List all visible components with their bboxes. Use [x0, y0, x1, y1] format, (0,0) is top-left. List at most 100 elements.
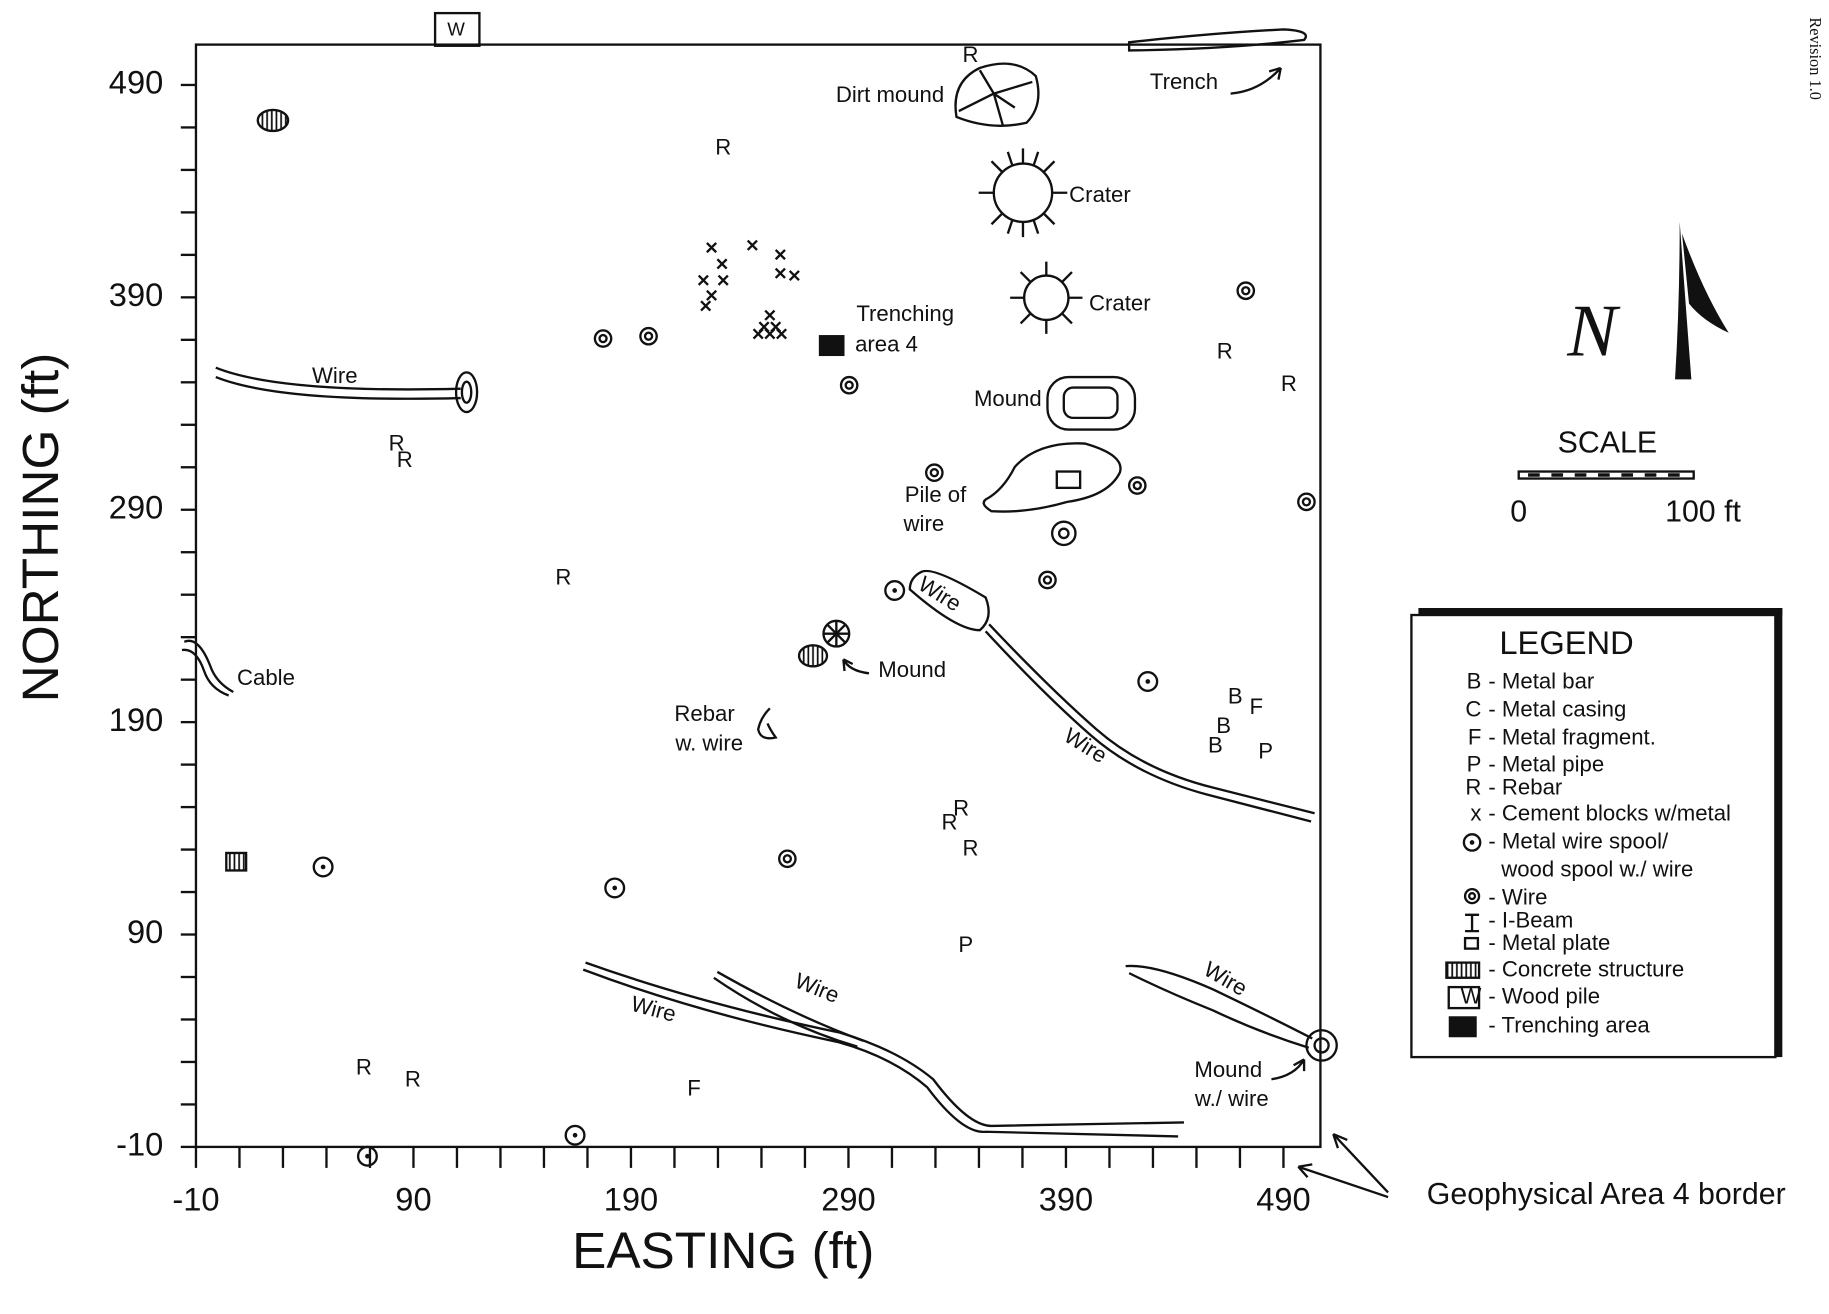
wire-symbols [593, 281, 1316, 869]
arrow [1271, 1058, 1306, 1081]
annotation: Wire [1060, 723, 1112, 768]
trenching-area [818, 335, 845, 357]
y-tick-label: 190 [109, 701, 163, 738]
y-tick-label: -10 [116, 1126, 163, 1163]
map-symbol: R [397, 447, 413, 472]
legend-text: - Metal plate [1488, 930, 1610, 955]
x-tick-label: 490 [1256, 1180, 1311, 1217]
annotation: Trench [1150, 69, 1218, 94]
annotation: Wire [312, 363, 358, 388]
annotation: Mound [878, 657, 946, 682]
annotation: w. wire [674, 730, 743, 755]
map-symbol: R [953, 796, 969, 821]
map-features [181, 11, 1783, 1199]
legend-text: - Wire [1488, 884, 1547, 909]
crater-rays [978, 148, 1068, 238]
crater [992, 162, 1054, 224]
x-axis-label: EASTING (ft) [572, 1222, 874, 1279]
map-symbol: F [687, 1076, 701, 1101]
legend-text: - Trenching area [1488, 1013, 1650, 1038]
x-tick-label: 290 [821, 1180, 876, 1217]
legend-key: x [1470, 800, 1481, 825]
mound [1046, 375, 1137, 431]
wood-pile-box [433, 11, 481, 47]
legend-key: R [1465, 775, 1481, 800]
wire-coil [460, 380, 473, 404]
legend-key: F [1468, 725, 1482, 750]
map-symbol: R [1217, 338, 1233, 363]
annotation: Cable [237, 665, 295, 690]
concrete [256, 108, 290, 133]
scale-start: 0 [1510, 496, 1527, 529]
map-symbol: R [389, 431, 405, 456]
map-symbol: B [1216, 713, 1231, 738]
legend-text: - Metal wire spool/ [1488, 828, 1669, 853]
scale-bar [1517, 470, 1695, 480]
annotation: Pile of [905, 482, 967, 507]
border-arrows [1297, 1133, 1389, 1199]
cement-blocks [697, 239, 800, 340]
x-tick-label: 90 [395, 1180, 431, 1217]
area-border [194, 43, 1322, 1149]
metal-plate [1055, 470, 1082, 490]
concrete [797, 644, 829, 668]
spools [312, 580, 1159, 1167]
concrete [225, 851, 248, 872]
wood-pile-label: W [447, 19, 465, 40]
legend-text: wood spool w./ wire [1500, 856, 1693, 881]
legend-text: - Cement blocks w/metal [1488, 800, 1731, 825]
pile-of-wire [982, 442, 1122, 513]
legend-key: W [1460, 983, 1481, 1008]
crater [1022, 274, 1070, 322]
north-arrow [1675, 221, 1729, 380]
map-symbol: F [1249, 694, 1263, 719]
annotation: Mound [1194, 1057, 1262, 1082]
annotation: Dirt mound [836, 82, 944, 107]
wire [908, 569, 990, 632]
annotation: wire [903, 511, 945, 536]
x-tick-label: 190 [604, 1180, 659, 1217]
legend-box [1410, 613, 1777, 1059]
map-symbol: P [1258, 739, 1273, 764]
annotation: Rebar [674, 701, 735, 726]
scale-title: SCALE [1558, 427, 1657, 460]
map-symbol: R [941, 810, 957, 835]
dirt-mound [954, 62, 1040, 127]
x-tick-label: 390 [1039, 1180, 1094, 1217]
revision: Revision 1.0 [1806, 17, 1825, 100]
crater-rays [1010, 261, 1083, 334]
cable [181, 639, 234, 697]
wire [582, 961, 1184, 1138]
map-symbol: R [555, 565, 571, 590]
scale-end: 100 ft [1665, 496, 1741, 529]
mound [1062, 386, 1119, 420]
legend-text: - Metal fragment. [1488, 725, 1655, 750]
map-symbol: B [1228, 684, 1243, 709]
mound-marker [823, 620, 870, 675]
annotation: w./ wire [1194, 1086, 1269, 1111]
map-symbol: R [356, 1055, 372, 1080]
legend-text: - Concrete structure [1488, 957, 1684, 982]
annotation: Wire [914, 571, 966, 616]
wire [215, 366, 461, 400]
legend-shadow [1418, 608, 1783, 616]
legend-text: - Metal casing [1488, 697, 1626, 722]
map-symbol: R [962, 835, 978, 860]
y-tick-label: 390 [109, 276, 163, 313]
legend-shadow [1775, 608, 1783, 1058]
map-symbol: R [715, 134, 731, 159]
map-symbol: R [962, 42, 978, 67]
annotation: Trenching [856, 301, 954, 326]
legend-key: B [1467, 669, 1482, 694]
legend-text: - Wood pile [1488, 983, 1600, 1008]
legend-title: LEGEND [1499, 624, 1633, 661]
mound-wire [1313, 1037, 1330, 1054]
legend-key: C [1465, 697, 1481, 722]
annotation: Geophysical Area 4 border [1427, 1178, 1786, 1211]
wire [1125, 964, 1313, 1049]
legend-text: - I-Beam [1488, 908, 1573, 933]
legend-text: - Metal bar [1488, 669, 1595, 694]
x-tick-label: -10 [172, 1180, 219, 1217]
annotation: Crater [1089, 291, 1151, 316]
